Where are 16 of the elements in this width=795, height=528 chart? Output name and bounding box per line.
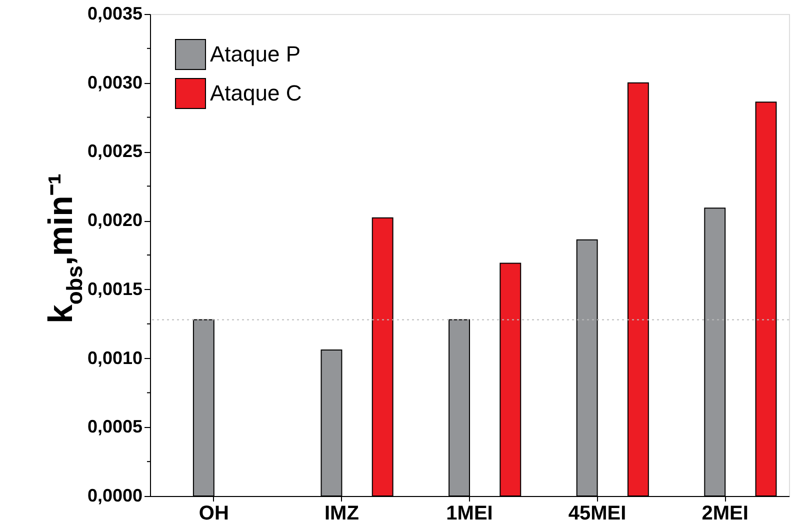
y-tick-label: 0,0025	[87, 141, 142, 162]
y-tick-label: 0,0020	[87, 210, 142, 230]
x-tick-label: IMZ	[324, 502, 359, 524]
x-tick-label: 45MEI	[568, 502, 626, 524]
legend-label: Ataque C	[210, 80, 302, 106]
x-tick-label: OH	[198, 502, 229, 524]
y-axis-title: kobs,min⁻¹	[42, 173, 87, 324]
y-tick-label: 0,0035	[87, 4, 142, 24]
y-tick-label: 0,0010	[87, 348, 142, 368]
y-tick-label: 0,0005	[87, 416, 142, 437]
x-tick-label: 2MEI	[702, 502, 748, 524]
y-tick-label: 0,0015	[87, 278, 142, 299]
y-tick-label: 0,0000	[87, 486, 142, 506]
legend-label: Ataque P	[210, 42, 301, 66]
y-tick-label: 0,0030	[87, 72, 142, 92]
x-tick-label: 1MEI	[446, 502, 493, 524]
